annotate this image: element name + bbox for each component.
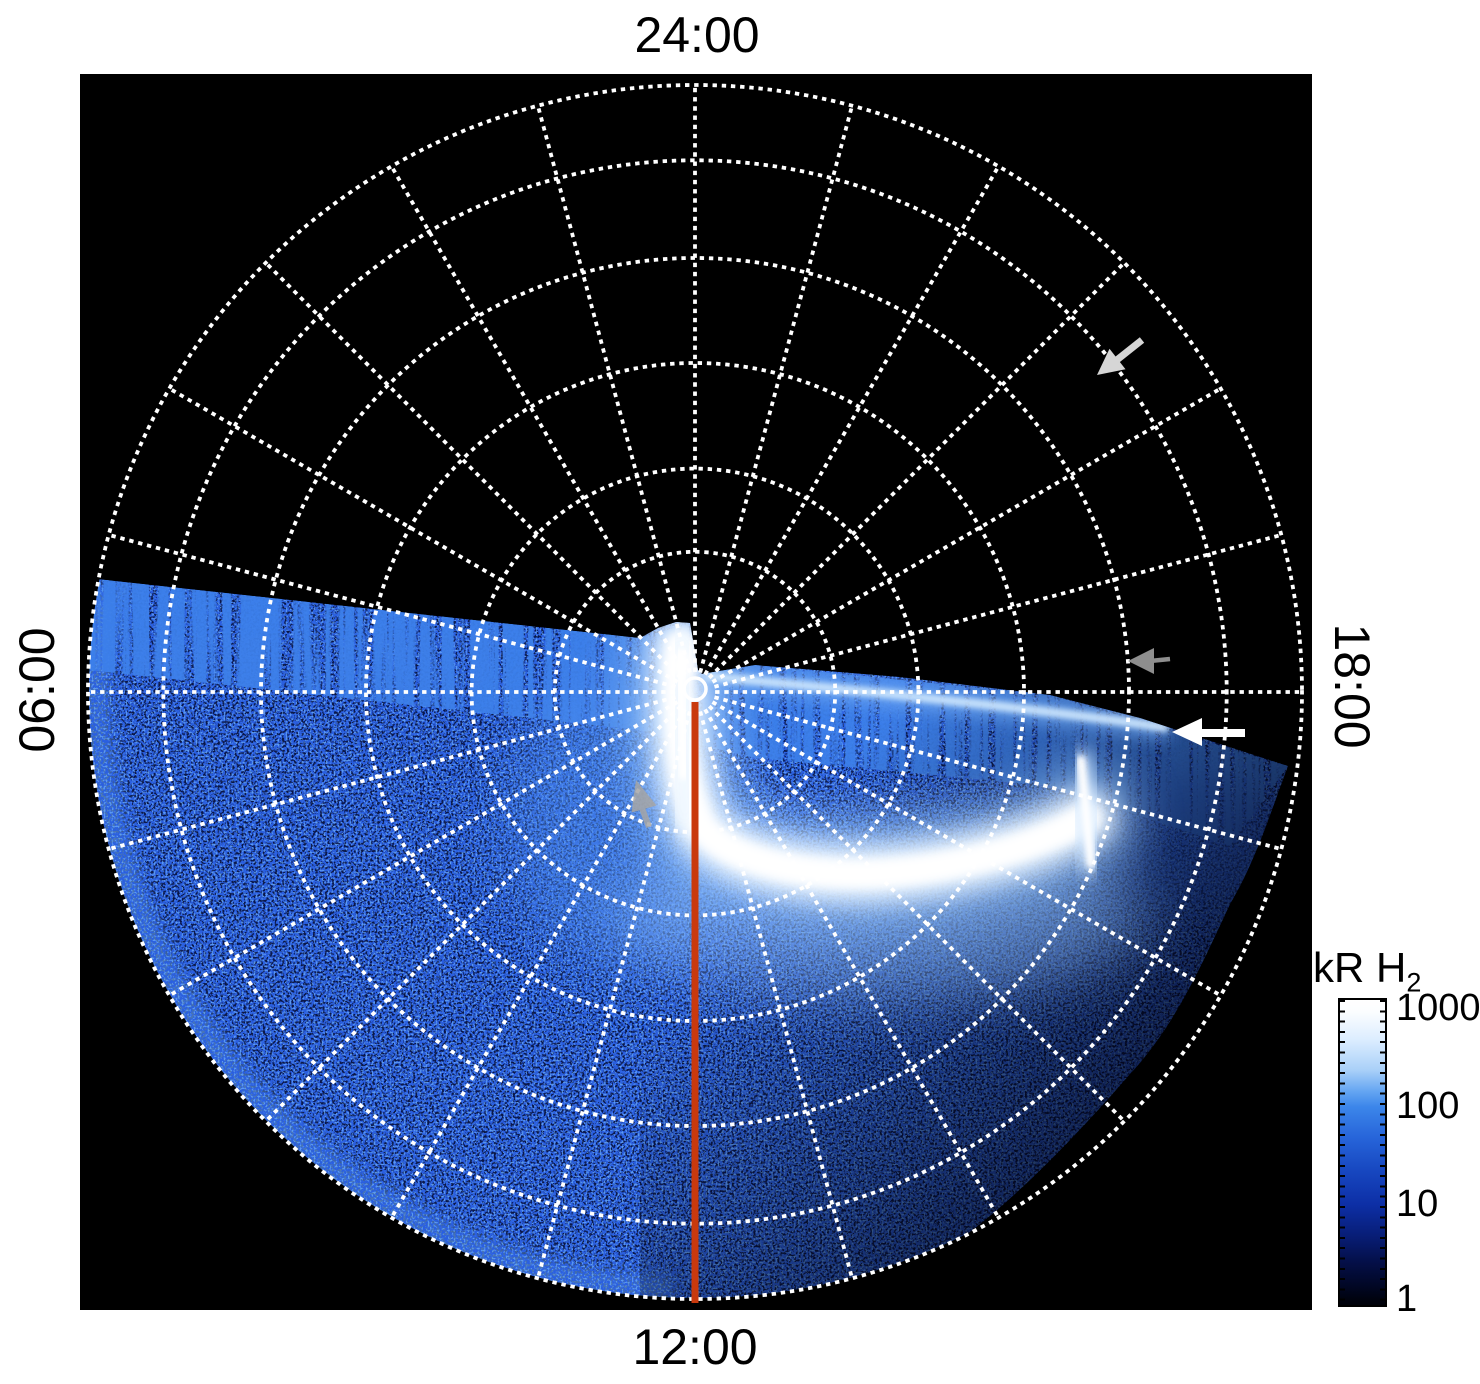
colorbar-tick-100: 100 xyxy=(1396,1085,1460,1127)
axis-label-1200: 12:00 xyxy=(632,1319,758,1375)
disk-region xyxy=(89,578,1289,1298)
annotation-arrows xyxy=(631,337,1245,829)
colorbar-tick-10: 10 xyxy=(1396,1183,1439,1225)
terminator-edge-line xyxy=(704,671,1169,733)
colorbar-tick-1000: 1000 xyxy=(1396,987,1480,1029)
noon-meridian-line xyxy=(691,702,699,1303)
axis-label-1800: 18:00 xyxy=(1324,623,1380,749)
aurora-emission xyxy=(89,578,1289,1298)
polar-plot-area xyxy=(80,74,1312,1310)
bright-streak xyxy=(1076,755,1096,869)
colorbar-tick-1: 1 xyxy=(1396,1278,1418,1320)
colorbar xyxy=(1338,998,1387,1307)
white-arrow-nightside-icon xyxy=(1097,337,1145,375)
polar-grid xyxy=(86,83,1304,1301)
gray-arrow-cusp-icon xyxy=(631,780,657,829)
axis-label-2400: 24:00 xyxy=(634,7,760,63)
white-arrow-terminator-icon xyxy=(1172,718,1245,746)
axis-label-0600: 06:00 xyxy=(9,627,65,753)
gray-arrow-dusk-icon xyxy=(1128,648,1171,674)
colorbar-title-subscript: 2 xyxy=(1406,967,1422,998)
aurora-polar-plot xyxy=(86,83,1304,1303)
pole-marker-ring xyxy=(682,676,708,702)
colorbar-title: kR H2 xyxy=(1313,944,1422,998)
